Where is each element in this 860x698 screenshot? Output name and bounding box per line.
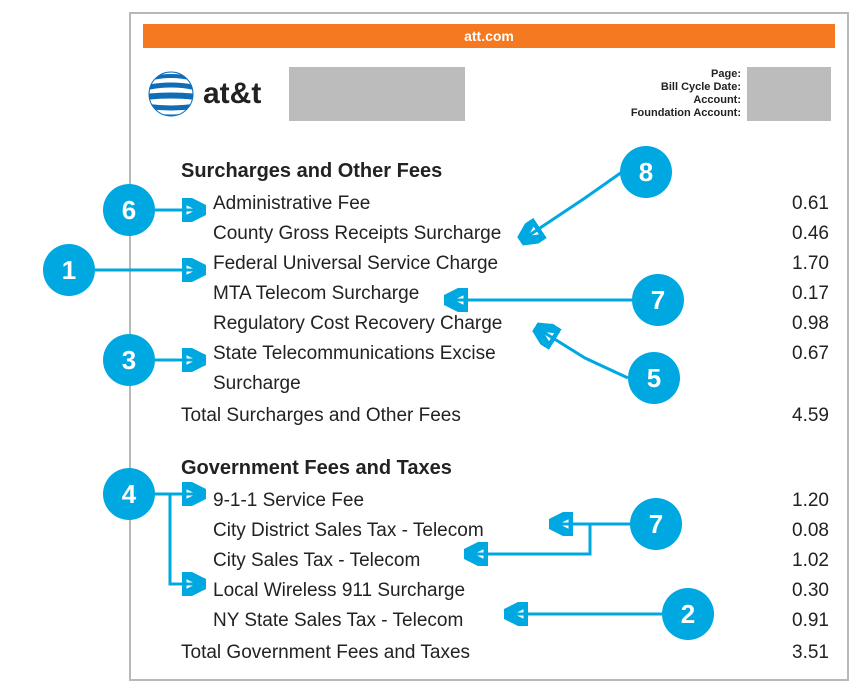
label: Federal Universal Service Charge [213,249,498,279]
surcharges-title: Surcharges and Other Fees [181,160,829,183]
label: State Telecommunications Excise Surcharg… [213,339,533,399]
amount: 0.30 [775,576,829,606]
label: 9-1-1 Service Fee [213,486,364,516]
label: NY State Sales Tax - Telecom [213,606,463,636]
label: Local Wireless 911 Surcharge [213,576,465,606]
amount: 3.51 [775,638,829,668]
bill-content: Surcharges and Other Fees Administrative… [181,160,829,668]
amount: 1.20 [775,486,829,516]
amount: 1.02 [775,546,829,576]
amount: 1.70 [775,249,829,279]
account-info: Page: Bill Cycle Date: Account: Foundati… [631,67,831,121]
top-url-bar: att.com [143,24,835,48]
badge-1: 1 [43,244,95,296]
globe-icon [147,70,195,118]
line-local-911: Local Wireless 911 Surcharge 0.30 [181,576,829,606]
gov-title: Government Fees and Taxes [181,457,829,480]
line-ny-sales: NY State Sales Tax - Telecom 0.91 [181,606,829,636]
line-city-district: City District Sales Tax - Telecom 0.08 [181,516,829,546]
line-gov-total: Total Government Fees and Taxes 3.51 [181,638,829,668]
amount: 0.67 [775,339,829,399]
label-account: Account: [631,94,741,107]
line-admin-fee: Administrative Fee 0.61 [181,189,829,219]
amount: 0.98 [775,309,829,339]
att-logo: at&t [147,70,261,118]
label: Total Government Fees and Taxes [181,638,470,668]
line-surcharges-total: Total Surcharges and Other Fees 4.59 [181,401,829,431]
line-city-sales: City Sales Tax - Telecom 1.02 [181,546,829,576]
amount: 0.46 [775,219,829,249]
line-911: 9-1-1 Service Fee 1.20 [181,486,829,516]
line-county-gross: County Gross Receipts Surcharge 0.46 [181,219,829,249]
label: City District Sales Tax - Telecom [213,516,484,546]
label-page: Page: [631,68,741,81]
label-cycle: Bill Cycle Date: [631,81,741,94]
logo-text: at&t [203,77,261,111]
amount: 0.08 [775,516,829,546]
line-mta: MTA Telecom Surcharge 0.17 [181,279,829,309]
label: Regulatory Cost Recovery Charge [213,309,502,339]
label: City Sales Tax - Telecom [213,546,420,576]
amount: 4.59 [775,401,829,431]
redacted-block-2 [747,67,831,121]
bill-frame: att.com at&t Page: Bil [129,12,849,681]
label-foundation: Foundation Account: [631,107,741,120]
amount: 0.61 [775,189,829,219]
bill-header: at&t Page: Bill Cycle Date: Account: Fou… [147,62,831,126]
line-reg-cost: Regulatory Cost Recovery Charge 0.98 [181,309,829,339]
redacted-block-1 [289,67,465,121]
label: Total Surcharges and Other Fees [181,401,461,431]
label: Administrative Fee [213,189,370,219]
line-federal-usc: Federal Universal Service Charge 1.70 [181,249,829,279]
label: MTA Telecom Surcharge [213,279,419,309]
amount: 0.17 [775,279,829,309]
label: County Gross Receipts Surcharge [213,219,501,249]
line-state-excise: State Telecommunications Excise Surcharg… [181,339,829,399]
amount: 0.91 [775,606,829,636]
